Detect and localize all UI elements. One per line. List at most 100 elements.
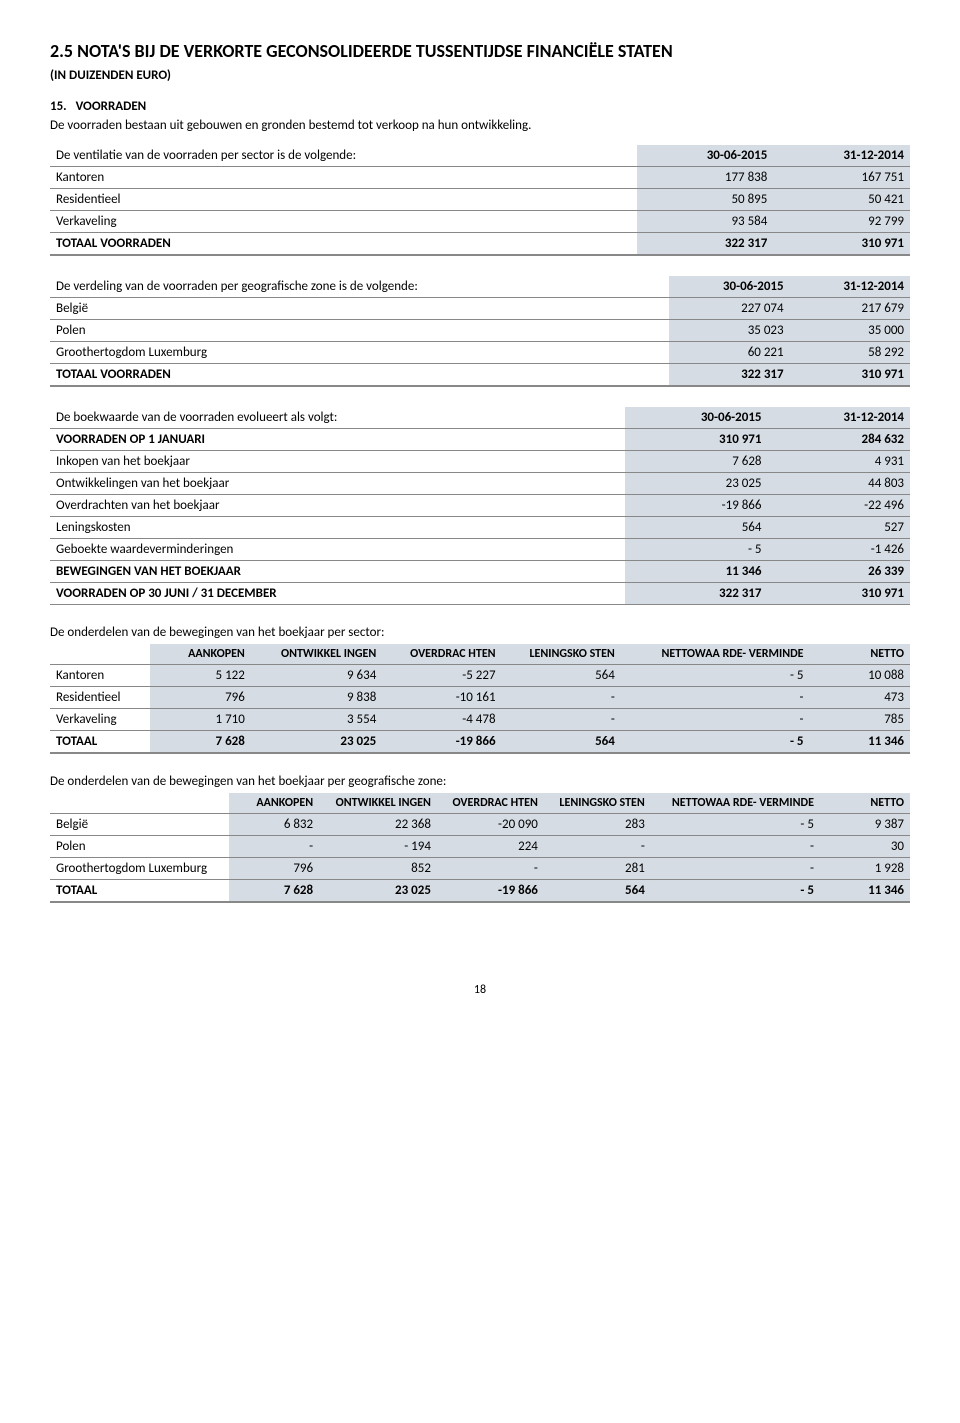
t5-body: België6 83222 368-20 090283- 59 387Polen… <box>50 814 910 880</box>
col-h: ONTWIKKEL INGEN <box>319 793 437 814</box>
cell-v2: 58 292 <box>790 342 910 364</box>
row-label: België <box>50 814 229 836</box>
t3-body: VOORRADEN OP 1 JANUARI310 971284 632Inko… <box>50 429 910 605</box>
row-label: Residentieel <box>50 687 150 709</box>
t2-body: België227 074217 679Polen35 02335 000Gro… <box>50 298 910 364</box>
row-label: Kantoren <box>50 167 637 189</box>
table-row: VOORRADEN OP 30 JUNI / 31 DECEMBER322 31… <box>50 583 910 605</box>
col-date-1: 30-06-2015 <box>637 145 774 167</box>
table-row: VOORRADEN OP 1 JANUARI310 971284 632 <box>50 429 910 451</box>
cell-v1: 93 584 <box>637 211 774 233</box>
col-date-2: 31-12-2014 <box>773 145 910 167</box>
cell-value: 9 387 <box>820 814 910 836</box>
cell-value: -5 227 <box>382 665 501 687</box>
cell-value: - <box>437 858 544 880</box>
cell-value: - <box>651 858 820 880</box>
row-label: Overdrachten van het boekjaar <box>50 495 625 517</box>
cell-value: 1 928 <box>820 858 910 880</box>
item-title: VOORRADEN <box>76 99 147 114</box>
col-h: OVERDRAC HTEN <box>437 793 544 814</box>
row-label: Polen <box>50 836 229 858</box>
cell-v1: 60 221 <box>669 342 789 364</box>
cell-value: 1 710 <box>150 709 250 731</box>
col-h: ONTWIKKEL INGEN <box>251 644 382 665</box>
cell-value: 10 088 <box>810 665 910 687</box>
row-label: Groothertogdom Luxemburg <box>50 858 229 880</box>
col-date-2: 31-12-2014 <box>790 276 910 298</box>
col-h: NETTOWAA RDE- VERMINDE <box>621 644 810 665</box>
table-row: Groothertogdom Luxemburg60 22158 292 <box>50 342 910 364</box>
cell-v2: 167 751 <box>773 167 910 189</box>
cell-value: - <box>229 836 319 858</box>
table-row: België6 83222 368-20 090283- 59 387 <box>50 814 910 836</box>
cell-v1: 7 628 <box>625 451 767 473</box>
table-row: Kantoren177 838167 751 <box>50 167 910 189</box>
total-v2: 310 971 <box>790 364 910 387</box>
t4-caption: De onderdelen van de bewegingen van het … <box>50 625 910 640</box>
cell-value: - <box>651 836 820 858</box>
col-h: LENINGSKO STEN <box>502 644 621 665</box>
page-number: 18 <box>50 983 910 997</box>
row-label: Polen <box>50 320 669 342</box>
cell-value: - <box>621 709 810 731</box>
table-evolution: De boekwaarde van de voorraden evolueert… <box>50 407 910 605</box>
table-caption: De boekwaarde van de voorraden evolueert… <box>50 407 625 429</box>
cell-v2: -22 496 <box>768 495 911 517</box>
row-label: Inkopen van het boekjaar <box>50 451 625 473</box>
table-row: België227 074217 679 <box>50 298 910 320</box>
t1-body: Kantoren177 838167 751Residentieel50 895… <box>50 167 910 233</box>
table-row-total: TOTAAL 7 628 23 025 -19 866 564 - 5 11 3… <box>50 731 910 754</box>
row-label: Geboekte waardeverminderingen <box>50 539 625 561</box>
cell-v1: 322 317 <box>625 583 767 605</box>
cell-v1: 23 025 <box>625 473 767 495</box>
cell-value: 473 <box>810 687 910 709</box>
total-label: TOTAAL <box>50 731 150 754</box>
cell-v1: 11 346 <box>625 561 767 583</box>
empty-header <box>50 644 150 665</box>
cell-v2: 50 421 <box>773 189 910 211</box>
table-sector: De ventilatie van de voorraden per secto… <box>50 145 910 256</box>
cell-value: 785 <box>810 709 910 731</box>
table-row: Kantoren5 1229 634-5 227564- 510 088 <box>50 665 910 687</box>
cell-value: -20 090 <box>437 814 544 836</box>
cell-value: 281 <box>544 858 651 880</box>
row-label: BEWEGINGEN VAN HET BOEKJAAR <box>50 561 625 583</box>
intro-text: De voorraden bestaan uit gebouwen en gro… <box>50 118 910 133</box>
col-h: NETTOWAA RDE- VERMINDE <box>651 793 820 814</box>
table-caption: De verdeling van de voorraden per geogra… <box>50 276 669 298</box>
table-row-total: TOTAAL VOORRADEN 322 317 310 971 <box>50 233 910 256</box>
cell-v1: 310 971 <box>625 429 767 451</box>
t4-body: Kantoren5 1229 634-5 227564- 510 088Resi… <box>50 665 910 731</box>
row-label: Verkaveling <box>50 709 150 731</box>
table-row: Inkopen van het boekjaar7 6284 931 <box>50 451 910 473</box>
cell-value: 796 <box>150 687 250 709</box>
row-label: Leningskosten <box>50 517 625 539</box>
row-label: Ontwikkelingen van het boekjaar <box>50 473 625 495</box>
total-label: TOTAAL VOORRADEN <box>50 233 637 256</box>
col-date-1: 30-06-2015 <box>625 407 767 429</box>
row-label: België <box>50 298 669 320</box>
cell-value: - 5 <box>621 665 810 687</box>
cell-v1: - 5 <box>625 539 767 561</box>
total-label: TOTAAL <box>50 880 229 903</box>
table-caption: De ventilatie van de voorraden per secto… <box>50 145 637 167</box>
cell-v1: 564 <box>625 517 767 539</box>
cell-v2: 26 339 <box>768 561 911 583</box>
cell-v2: 310 971 <box>768 583 911 605</box>
cell-value: - <box>621 687 810 709</box>
cell-value: 796 <box>229 858 319 880</box>
cell-value: 6 832 <box>229 814 319 836</box>
table-movements-geo: AANKOPEN ONTWIKKEL INGEN OVERDRAC HTEN L… <box>50 793 910 903</box>
cell-value: 3 554 <box>251 709 382 731</box>
cell-value: 22 368 <box>319 814 437 836</box>
empty-header <box>50 793 229 814</box>
row-label: Kantoren <box>50 665 150 687</box>
cell-value: -4 478 <box>382 709 501 731</box>
total-v1: 322 317 <box>637 233 774 256</box>
table-row: Polen-- 194224--30 <box>50 836 910 858</box>
table-row: Overdrachten van het boekjaar-19 866-22 … <box>50 495 910 517</box>
table-geo: De verdeling van de voorraden per geogra… <box>50 276 910 387</box>
table-row-total: TOTAAL 7 628 23 025 -19 866 564 - 5 11 3… <box>50 880 910 903</box>
col-date-2: 31-12-2014 <box>768 407 911 429</box>
total-v2: 310 971 <box>773 233 910 256</box>
